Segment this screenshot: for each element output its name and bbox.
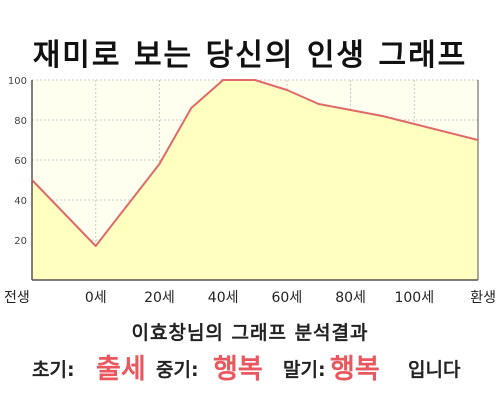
data-point (254, 79, 256, 81)
result-heading: 이효창님의 그래프 분석결과 (131, 322, 369, 344)
early-value: 출세 (96, 354, 146, 385)
data-point (413, 123, 416, 125)
data-point (158, 163, 161, 165)
y-tick-label: 80 (14, 116, 27, 127)
late-label: 말기: (283, 359, 326, 381)
y-tick-label: 100 (8, 76, 27, 87)
late-value: 행복 (330, 354, 380, 385)
x-tick-label: 60세 (272, 290, 303, 306)
data-points (31, 79, 479, 247)
y-tick-label: 60 (14, 156, 27, 167)
y-tick-label: 20 (14, 236, 27, 247)
result-line: 초기: 출세 중기: 행복 말기: 행복 입니다 (0, 345, 500, 385)
data-point (222, 79, 225, 81)
data-point (31, 179, 33, 181)
chart-title: 재미로 보는 당신의 인생 그래프 (32, 38, 468, 73)
x-tick-label: 전생 (4, 290, 30, 306)
early-label: 초기: (32, 359, 75, 381)
series-line (31, 79, 479, 247)
middle-value: 행복 (213, 354, 263, 385)
x-tick-label: 40세 (208, 290, 239, 306)
x-tick-label: 100세 (394, 290, 434, 306)
x-tick-label: 0세 (85, 290, 107, 306)
data-point (285, 89, 288, 91)
data-point (317, 103, 320, 105)
data-point (94, 245, 97, 247)
data-point (381, 115, 384, 117)
middle-label: 중기: (156, 359, 199, 381)
y-tick-label: 40 (14, 196, 27, 207)
area-fill (32, 80, 478, 280)
data-point (190, 107, 193, 109)
x-tick-labels: 전생 0세 20세 40세 60세 80세 100세 환생 (4, 290, 496, 306)
y-tick-labels: 20 40 60 80 100 (8, 76, 27, 247)
data-point (477, 139, 479, 141)
x-tick-label: 20세 (144, 290, 175, 306)
data-point (349, 109, 352, 111)
x-tick-label: 환생 (470, 290, 496, 306)
x-tick-label: 80세 (335, 290, 366, 306)
result-ending: 입니다 (408, 359, 461, 381)
